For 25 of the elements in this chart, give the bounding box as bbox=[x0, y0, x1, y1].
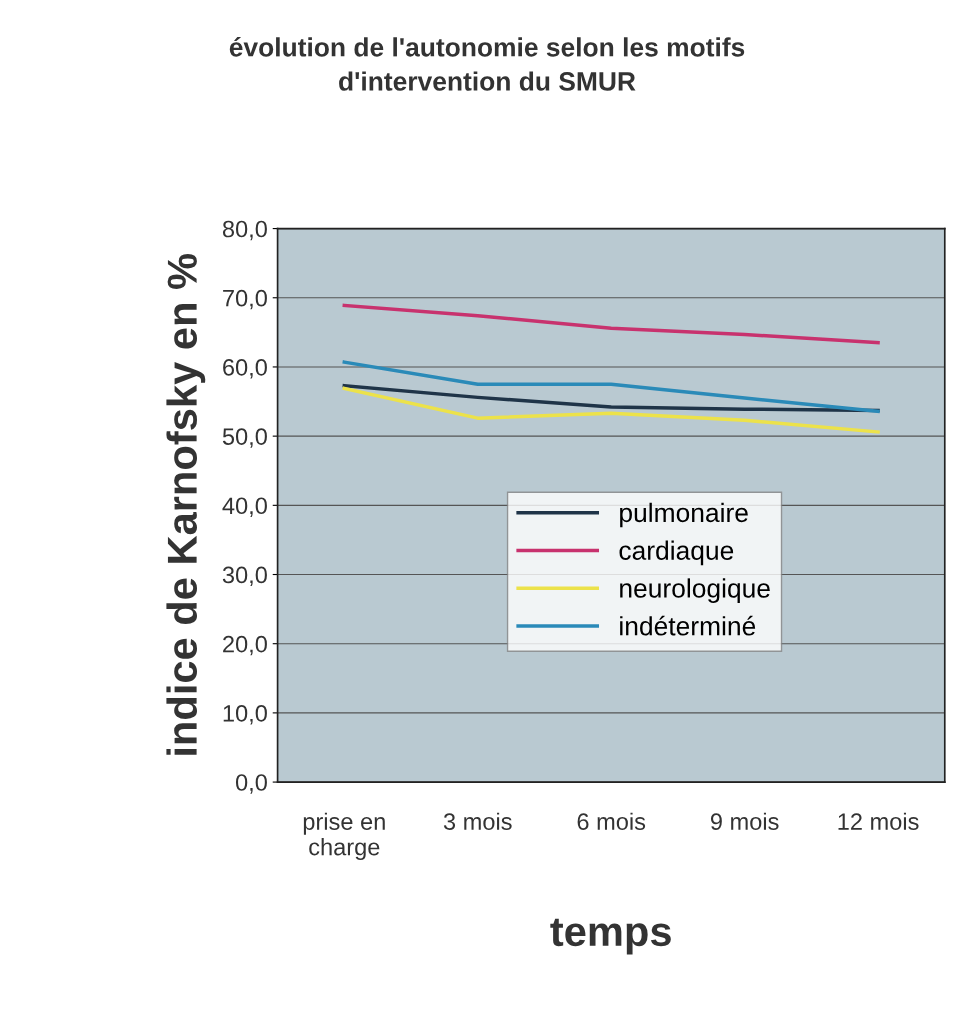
y-tick-label: 50,0 bbox=[222, 428, 267, 448]
chart-title: évolution de l'autonomie selon les motifs d'intervention du SMUR bbox=[229, 37, 745, 91]
y-tick-label: 40,0 bbox=[222, 497, 267, 517]
legend-label: cardiaque bbox=[619, 540, 734, 566]
x-tick-label: 9 mois bbox=[710, 812, 779, 830]
legend-label: pulmonaire bbox=[620, 502, 748, 528]
line-series bbox=[342, 386, 880, 434]
x-axis-title: temps bbox=[550, 918, 671, 955]
y-axis-title: indice de Karnofsky en % bbox=[166, 254, 206, 755]
line-series bbox=[342, 383, 880, 413]
y-tick-label: 60,0 bbox=[223, 359, 267, 379]
legend-label: neurologique bbox=[620, 578, 770, 603]
x-tick-label: prise en charge bbox=[303, 812, 385, 861]
y-tick-label: 10,0 bbox=[223, 704, 267, 725]
line-series bbox=[342, 360, 880, 413]
y-tick-label: 30,0 bbox=[222, 566, 267, 587]
line-series bbox=[342, 303, 880, 345]
y-tick-label: 0,0 bbox=[235, 774, 267, 794]
y-tick-label: 70,0 bbox=[223, 289, 267, 310]
x-tick-label: 3 mois bbox=[443, 812, 512, 830]
legend-label: indéterminé bbox=[620, 615, 756, 636]
y-tick-label: 80,0 bbox=[222, 220, 267, 241]
x-tick-label: 12 mois bbox=[838, 812, 919, 830]
y-tick-label: 20,0 bbox=[223, 635, 267, 656]
x-tick-label: 6 mois bbox=[577, 812, 646, 830]
